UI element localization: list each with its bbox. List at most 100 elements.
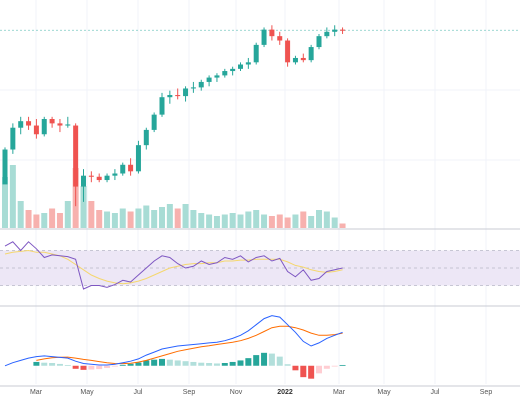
- candle-body: [88, 175, 94, 177]
- volume-bar: [308, 216, 315, 228]
- macd-histogram-bar: [135, 362, 142, 366]
- volume-bar: [9, 165, 16, 228]
- volume-bar: [104, 211, 111, 228]
- macd-histogram-bar: [253, 355, 260, 366]
- macd-histogram-bar: [111, 365, 118, 367]
- macd-histogram-bar: [64, 364, 71, 366]
- macd-histogram-bar: [316, 365, 322, 374]
- volume-bar: [206, 214, 213, 228]
- macd-histogram-bar: [119, 364, 126, 366]
- candle-body: [18, 121, 24, 128]
- candle-body: [292, 57, 298, 63]
- x-tick-label: Jul: [431, 389, 440, 396]
- rsi-line: [4, 241, 343, 290]
- volume-bar: [151, 210, 158, 228]
- candle-body: [10, 127, 16, 150]
- volume-bar: [143, 205, 150, 228]
- volume-bar: [229, 213, 236, 228]
- volume-bar: [268, 216, 275, 228]
- macd-histogram-bar: [72, 365, 79, 369]
- volume-bar: [261, 214, 268, 228]
- candle-body: [128, 164, 134, 172]
- volume-bar: [198, 213, 205, 228]
- volume-bar: [292, 214, 299, 228]
- candle-body: [308, 47, 314, 61]
- macd-histogram-bar: [166, 359, 173, 366]
- candle-body: [143, 129, 149, 146]
- volume-bar: [56, 213, 63, 228]
- candle-body: [230, 68, 236, 72]
- grid: [0, 0, 520, 387]
- candle-body: [285, 40, 291, 63]
- volume-bar: [331, 217, 338, 228]
- volume-bar: [88, 201, 95, 228]
- macd-histogram-bar: [339, 364, 346, 366]
- macd-histogram-bar: [261, 352, 268, 366]
- candle-body: [222, 71, 228, 76]
- volume-bar: [119, 208, 126, 228]
- volume-bar: [41, 213, 48, 228]
- candle-body: [73, 125, 79, 187]
- candle-body: [151, 114, 157, 130]
- x-tick-label: Nov: [230, 389, 243, 396]
- macd-histogram-bar: [213, 363, 220, 366]
- candle-body: [261, 29, 267, 45]
- macd-histogram-bar: [88, 365, 95, 370]
- macd-histogram-bar: [41, 362, 48, 366]
- candle-body: [65, 124, 71, 126]
- candle-body: [81, 175, 86, 187]
- macd-histogram-bar: [159, 358, 165, 366]
- candle-body: [238, 64, 243, 69]
- candle-body: [332, 29, 338, 32]
- candle-body: [104, 175, 110, 181]
- candle-body: [253, 44, 259, 63]
- x-tick-label: May: [377, 389, 391, 396]
- candle-body: [269, 29, 275, 37]
- volume-bar: [182, 204, 189, 228]
- candle-body: [214, 75, 220, 78]
- volume-bar: [190, 210, 197, 228]
- volume-bar: [316, 210, 322, 228]
- macd-histogram-bar: [33, 361, 40, 366]
- macd-histogram-bar: [190, 361, 197, 366]
- rsi-pane: [0, 241, 520, 290]
- macd-histogram-bar: [268, 353, 275, 366]
- macd-histogram-bar: [245, 358, 252, 366]
- volume-bar: [80, 186, 87, 228]
- volume-bar: [323, 211, 330, 228]
- candle-body: [167, 95, 173, 98]
- volume-bar: [284, 217, 291, 228]
- macd-histogram-bar: [221, 363, 228, 366]
- x-tick-label: Sep: [183, 389, 196, 396]
- macd-histogram-bar: [151, 359, 158, 366]
- macd-histogram-bar: [49, 363, 56, 366]
- candle-body: [340, 29, 346, 31]
- volume-bar: [127, 211, 134, 228]
- macd-histogram-bar: [284, 364, 291, 366]
- macd-histogram-bar: [198, 362, 205, 366]
- macd-histogram-bar: [182, 361, 189, 366]
- volume-bar: [33, 214, 40, 228]
- macd-histogram-bar: [56, 363, 63, 366]
- volume-bar: [166, 204, 173, 228]
- macd-histogram-bar: [206, 363, 213, 366]
- x-tick-label: Jul: [134, 389, 143, 396]
- volume-bar: [213, 216, 220, 228]
- x-tick-label: Mar: [30, 389, 43, 396]
- candle-body: [300, 57, 306, 61]
- volume-bar: [300, 211, 307, 228]
- candle-body: [206, 77, 212, 82]
- candle-body: [120, 164, 126, 174]
- time-axis: Mar May Jul Sep Nov 2022 Mar May Jul Sep: [30, 389, 492, 396]
- candle-body: [2, 149, 8, 185]
- candle-body: [33, 125, 39, 135]
- volume-bar: [2, 177, 8, 228]
- macd-histogram-bar: [174, 360, 181, 366]
- volume-bar: [253, 210, 260, 228]
- x-tick-label: 2022: [277, 389, 293, 396]
- macd-histogram-bar: [292, 365, 299, 371]
- volume-bar: [276, 214, 283, 228]
- candle-body: [324, 31, 330, 37]
- macd-histogram-bar: [331, 365, 338, 367]
